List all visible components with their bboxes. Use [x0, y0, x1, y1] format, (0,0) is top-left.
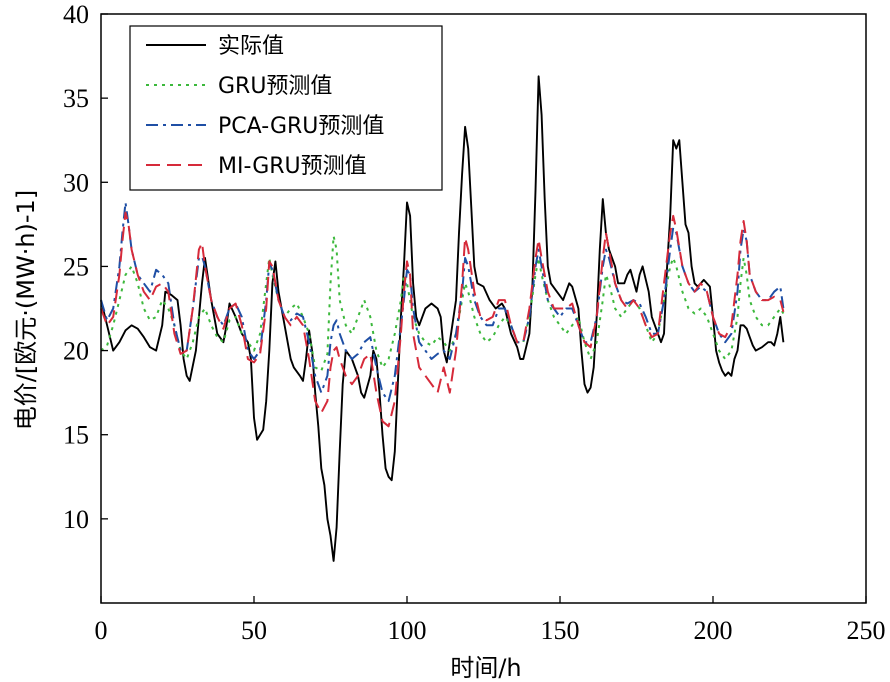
- x-tick-label: 50: [241, 616, 267, 645]
- legend-label-1: 实际值: [218, 34, 284, 59]
- y-tick-label: 30: [63, 168, 89, 197]
- y-tick-label: 20: [63, 337, 89, 366]
- x-tick-label: 100: [388, 616, 427, 645]
- x-axis-title: 时间/h: [450, 654, 521, 682]
- y-tick-label: 15: [63, 421, 89, 450]
- series-line-1: [100, 75, 785, 562]
- y-axis-title: 电价/[欧元·(MW·h)-1]: [12, 190, 40, 430]
- x-tick-label: 250: [847, 616, 886, 645]
- x-axis: 0 50 100 150 200 250: [95, 596, 886, 645]
- y-tick-label: 35: [63, 84, 89, 113]
- series-line-2: [100, 235, 785, 372]
- legend-box: [129, 25, 443, 191]
- x-tick-label: 200: [694, 616, 733, 645]
- y-tick-label: 40: [63, 0, 89, 29]
- legend-label-4: MI-GRU预测值: [218, 154, 367, 179]
- legend-label-3: PCA-GRU预测值: [218, 114, 384, 139]
- x-tick-label: 150: [541, 616, 580, 645]
- legend-label-2: GRU预测值: [218, 74, 332, 99]
- plot-frame: [100, 13, 867, 604]
- y-tick-label: 25: [63, 252, 89, 281]
- legend: 实际值 GRU预测值 PCA-GRU预测值 MI-GRU预测值: [129, 25, 443, 191]
- y-axis: 10 15 20 25 30 35 40: [63, 0, 108, 534]
- series-line-4: [100, 211, 785, 428]
- series-lines: [100, 75, 785, 562]
- y-tick-label: 10: [63, 505, 89, 534]
- x-tick-label: 0: [95, 616, 108, 645]
